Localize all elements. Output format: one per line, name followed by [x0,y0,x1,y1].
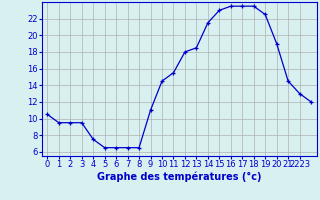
X-axis label: Graphe des températures (°c): Graphe des températures (°c) [97,172,261,182]
